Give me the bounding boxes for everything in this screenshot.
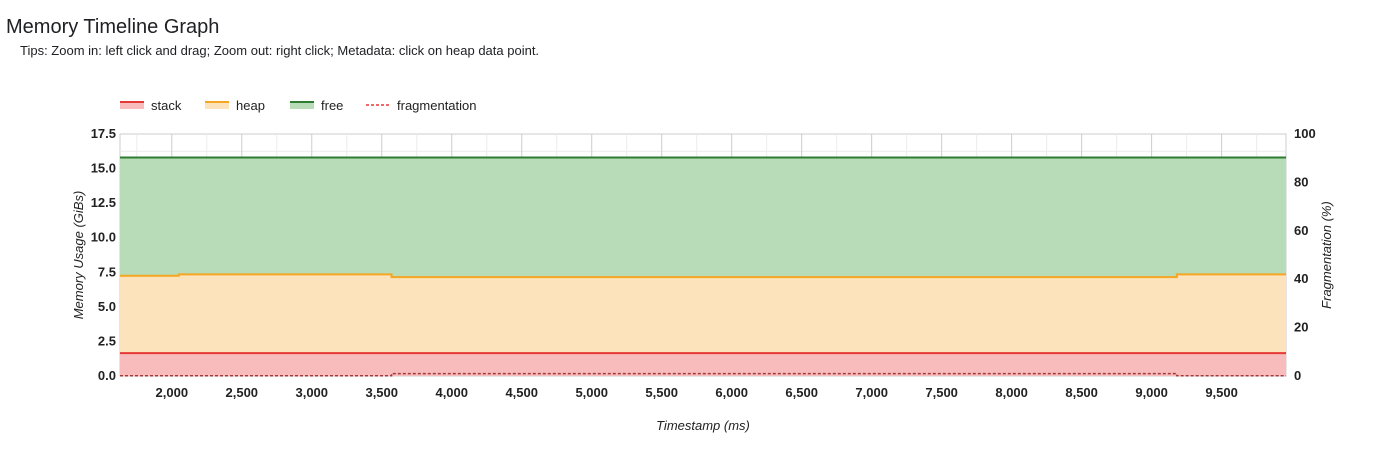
y2-tick-label: 100 xyxy=(1294,126,1316,141)
y-tick-label: 15.0 xyxy=(91,161,116,176)
y-axis-title: Memory Usage (GiBs) xyxy=(71,191,86,320)
y2-axis-title: Fragmentation (%) xyxy=(1319,201,1334,309)
y2-tick-label: 20 xyxy=(1294,320,1308,335)
y-tick-label: 5.0 xyxy=(98,299,116,314)
y-tick-label: 7.5 xyxy=(98,264,116,279)
fragmentation-line[interactable] xyxy=(120,372,1286,377)
legend-swatch-free xyxy=(290,101,314,109)
area-series[interactable] xyxy=(120,156,1286,377)
y2-tick-label: 80 xyxy=(1294,174,1308,189)
tips-text: Tips: Zoom in: left click and drag; Zoom… xyxy=(20,43,540,58)
x-tick-label: 7,000 xyxy=(855,385,888,400)
stack-area[interactable] xyxy=(120,353,1286,376)
axis-titles: Timestamp (ms) Memory Usage (GiBs) Fragmen… xyxy=(71,191,1334,433)
y2-tick-label: 40 xyxy=(1294,271,1308,286)
x-tick-label: 9,500 xyxy=(1205,385,1238,400)
legend-label-free[interactable]: free xyxy=(321,98,343,113)
x-tick-label: 3,500 xyxy=(365,385,398,400)
x-tick-label: 8,000 xyxy=(995,385,1028,400)
heap-line[interactable] xyxy=(120,273,1286,279)
x-tick-label: 7,500 xyxy=(925,385,958,400)
legend-label-fragmentation[interactable]: fragmentation xyxy=(397,98,477,113)
page-title: Memory Timeline Graph xyxy=(6,16,220,38)
y2-tick-label: 0 xyxy=(1294,368,1301,383)
x-tick-label: 2,000 xyxy=(156,385,189,400)
x-tick-label: 6,500 xyxy=(785,385,818,400)
y-tick-label: 17.5 xyxy=(91,126,116,141)
x-tick-label: 3,000 xyxy=(295,385,328,400)
y-tick-label: 12.5 xyxy=(91,195,116,210)
x-tick-label: 5,500 xyxy=(645,385,678,400)
x-tick-label: 9,000 xyxy=(1135,385,1168,400)
x-tick-label: 5,000 xyxy=(575,385,608,400)
x-tick-label: 2,500 xyxy=(226,385,259,400)
legend-swatch-stack xyxy=(120,101,144,109)
y-tick-label: 10.0 xyxy=(91,230,116,245)
x-tick-label: 4,000 xyxy=(435,385,468,400)
x-tick-label: 4,500 xyxy=(505,385,538,400)
legend: stack heap free fragmentation xyxy=(120,98,477,113)
x-tick-label: 8,500 xyxy=(1065,385,1098,400)
y-tick-label: 2.5 xyxy=(98,333,116,348)
legend-swatch-heap xyxy=(205,101,229,109)
x-tick-label: 6,000 xyxy=(715,385,748,400)
heap-area[interactable] xyxy=(120,274,1286,354)
free-area[interactable] xyxy=(120,157,1286,278)
y2-tick-label: 60 xyxy=(1294,223,1308,238)
axes: 0.0 2.5 5.0 7.5 10.0 12.5 15.0 17.5 0 20 40 60 80 100… xyxy=(91,126,1316,400)
legend-label-stack[interactable]: stack xyxy=(151,98,182,113)
x-axis-title: Timestamp (ms) xyxy=(656,418,750,433)
legend-label-heap[interactable]: heap xyxy=(236,98,265,113)
y-tick-label: 0.0 xyxy=(98,368,116,383)
